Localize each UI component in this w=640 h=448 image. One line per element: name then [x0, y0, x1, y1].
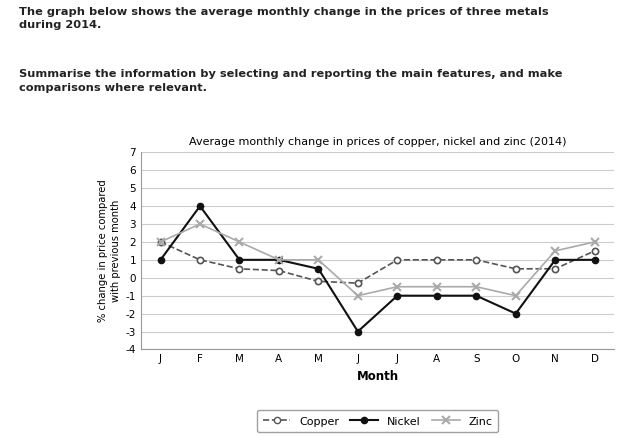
Y-axis label: % change in price compared
with previous month: % change in price compared with previous… — [98, 180, 122, 322]
Legend: Copper, Nickel, Zinc: Copper, Nickel, Zinc — [257, 410, 498, 432]
Title: Average monthly change in prices of copper, nickel and zinc (2014): Average monthly change in prices of copp… — [189, 138, 566, 147]
Text: The graph below shows the average monthly change in the prices of three metals
d: The graph below shows the average monthl… — [19, 7, 549, 30]
Text: Summarise the information by selecting and reporting the main features, and make: Summarise the information by selecting a… — [19, 69, 563, 93]
X-axis label: Month: Month — [356, 370, 399, 383]
